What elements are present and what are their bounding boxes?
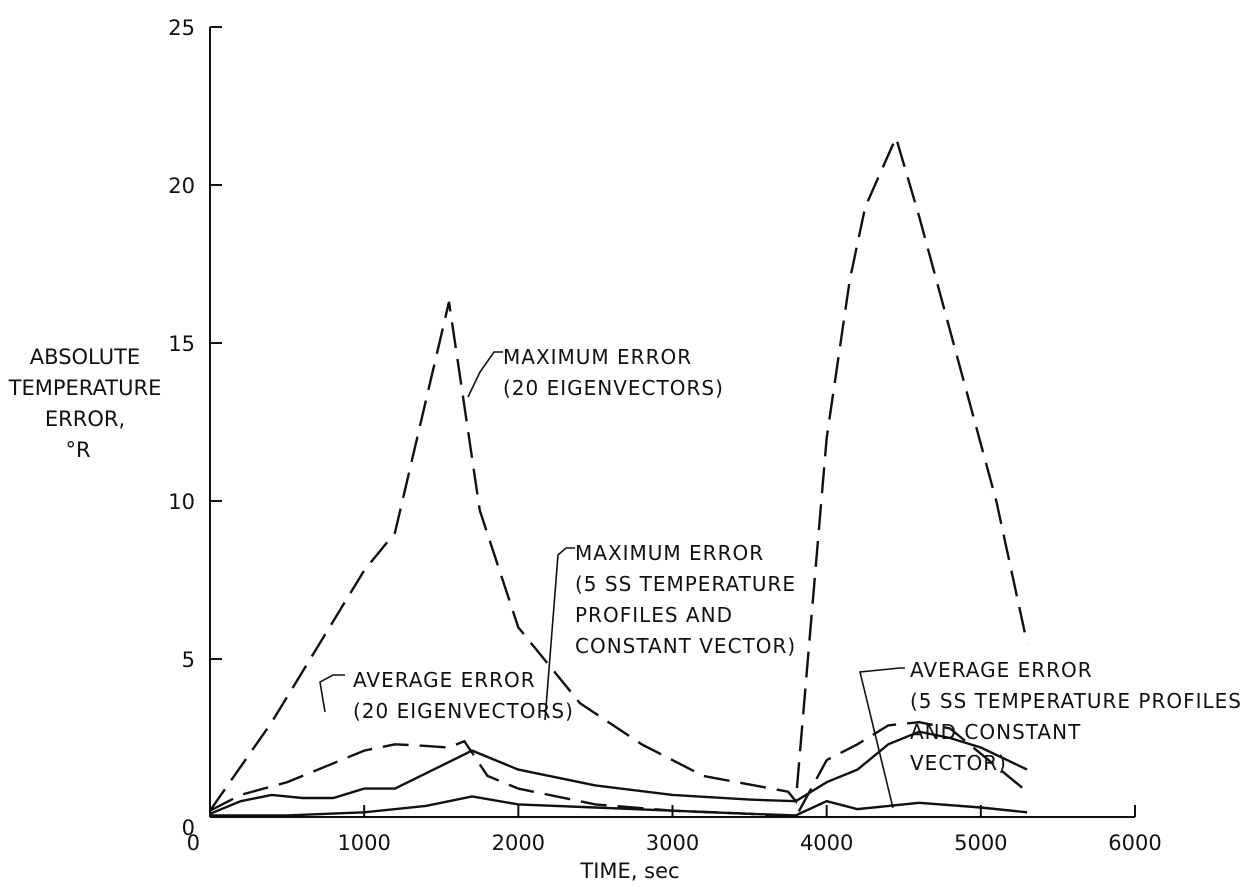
y-tick-label: 10 [168,490,195,514]
y-axis-title-line: ABSOLUTE [30,345,140,369]
x-tick-label: 2000 [492,831,545,855]
annotation-label: CONSTANT VECTOR) [575,634,796,658]
annotation-leader [319,674,345,713]
x-tick-label: 1000 [337,831,390,855]
series-line-1 [209,134,1029,812]
series-group [209,134,1029,819]
y-tick-label: 0 [182,816,195,840]
y-tick-label: 20 [168,174,195,198]
annotation-label: MAXIMUM ERROR [575,541,764,565]
series-line-3 [209,720,1028,819]
y-axis-title-line: °R [65,438,90,462]
annotation-label: (20 EIGENVECTORS) [353,699,574,723]
annotation-label: AND CONSTANT [910,720,1081,744]
x-tick-label: 3000 [646,831,699,855]
axes: 0 1000 2000 3000 4000 5000 6000 0 5 10 15 20 25 [168,16,1161,855]
annotation-label: (5 SS TEMPERATURE [575,572,796,596]
y-tick-label: 15 [168,332,195,356]
annotation-leader [859,667,905,809]
y-tick-label: 25 [168,16,195,40]
series-line-4 [210,795,1028,817]
x-tick-label: 4000 [800,831,853,855]
y-axis-title-line: ERROR, [45,407,125,431]
x-axis-title: TIME, sec [579,859,679,883]
x-tick-label: 6000 [1108,831,1161,855]
annotation-label: (20 EIGENVECTORS) [503,376,724,400]
annotation-leader [544,547,575,721]
annotation-label: PROFILES AND [575,603,733,627]
y-axis-title-line: TEMPERATURE [8,376,162,400]
annotation-label: (5 SS TEMPERATURE PROFILES [910,689,1242,713]
x-tick-label: 0 [187,831,200,855]
series-line-2 [209,730,1028,815]
annotation-label: MAXIMUM ERROR [503,345,692,369]
y-tick-label: 5 [182,648,195,672]
annotation-leader [467,351,503,398]
annotations: MAXIMUM ERROR (20 EIGENVECTORS) MAXIMUM ER… [319,345,1242,809]
y-axis-title: ABSOLUTE TEMPERATURE ERROR, °R [8,345,162,462]
annotation-label: VECTOR) [910,751,1007,775]
annotation-label: AVERAGE ERROR [910,658,1093,682]
annotation-label: AVERAGE ERROR [353,668,536,692]
x-tick-label: 5000 [954,831,1007,855]
